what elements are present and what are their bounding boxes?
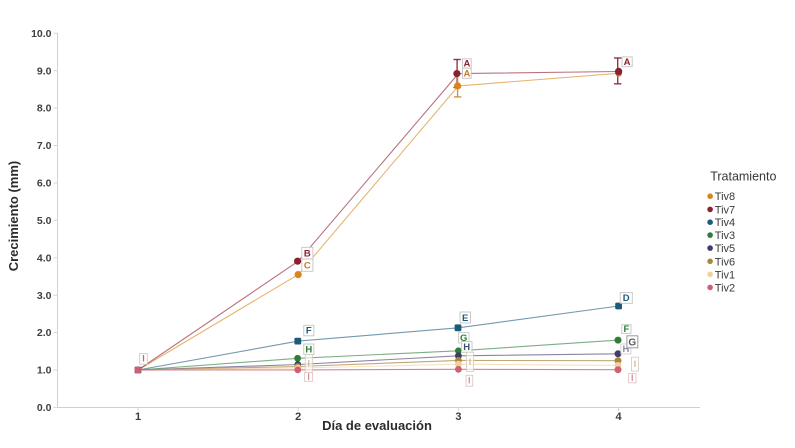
svg-text:2.0: 2.0 <box>37 327 52 339</box>
svg-text:B: B <box>304 249 311 260</box>
svg-text:4: 4 <box>616 411 623 423</box>
svg-text:Tiv1: Tiv1 <box>715 269 735 281</box>
svg-text:H: H <box>463 342 470 353</box>
svg-text:Tiv8: Tiv8 <box>715 191 735 203</box>
svg-text:E: E <box>462 313 468 324</box>
svg-text:I: I <box>469 357 472 367</box>
svg-text:1: 1 <box>135 411 141 423</box>
svg-text:Tiv6: Tiv6 <box>715 256 735 268</box>
svg-text:F: F <box>306 326 312 337</box>
svg-text:H: H <box>622 344 629 355</box>
svg-text:1.0: 1.0 <box>37 365 52 377</box>
svg-text:C: C <box>304 261 311 272</box>
svg-text:D: D <box>623 293 630 304</box>
svg-text:Tiv2: Tiv2 <box>715 282 735 294</box>
svg-text:4.0: 4.0 <box>37 252 52 264</box>
svg-text:2: 2 <box>295 411 301 423</box>
svg-text:0.0: 0.0 <box>37 402 52 414</box>
svg-text:Día de evaluación: Día de evaluación <box>322 418 432 433</box>
svg-text:Tiv3: Tiv3 <box>715 230 735 242</box>
svg-text:10.0: 10.0 <box>31 28 52 40</box>
svg-text:Crecimiento (mm): Crecimiento (mm) <box>6 161 21 272</box>
svg-text:I: I <box>634 359 637 369</box>
svg-text:I: I <box>307 372 310 382</box>
svg-text:3.0: 3.0 <box>37 290 52 302</box>
svg-text:Tiv7: Tiv7 <box>715 204 735 216</box>
svg-text:6.0: 6.0 <box>37 178 52 190</box>
svg-text:G: G <box>460 333 467 344</box>
svg-text:8.0: 8.0 <box>37 103 52 115</box>
svg-text:I: I <box>468 376 471 386</box>
svg-text:A: A <box>624 57 631 68</box>
svg-text:F: F <box>623 324 629 335</box>
svg-text:7.0: 7.0 <box>37 140 52 152</box>
svg-text:I: I <box>142 354 145 364</box>
svg-text:5.0: 5.0 <box>37 215 52 227</box>
svg-text:Tiv5: Tiv5 <box>715 243 735 255</box>
svg-text:G: G <box>628 337 636 348</box>
svg-text:A: A <box>463 59 470 70</box>
svg-text:3: 3 <box>455 411 461 423</box>
svg-text:Tratamiento: Tratamiento <box>710 169 776 183</box>
svg-text:I: I <box>631 373 634 383</box>
svg-text:Tiv4: Tiv4 <box>715 217 735 229</box>
svg-text:9.0: 9.0 <box>37 65 52 77</box>
svg-text:H: H <box>305 344 312 355</box>
svg-text:A: A <box>463 68 470 79</box>
svg-text:I: I <box>308 359 311 369</box>
